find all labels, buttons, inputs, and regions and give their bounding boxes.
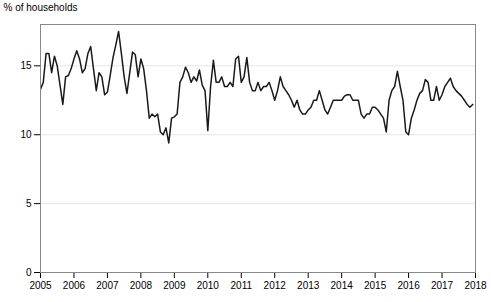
svg-text:2015: 2015: [364, 280, 387, 291]
svg-text:2018: 2018: [464, 280, 487, 291]
svg-text:0: 0: [26, 267, 32, 278]
svg-text:2011: 2011: [231, 280, 253, 291]
svg-text:2013: 2013: [297, 280, 320, 291]
svg-text:2008: 2008: [130, 280, 153, 291]
svg-text:2017: 2017: [431, 280, 454, 291]
svg-text:2010: 2010: [197, 280, 220, 291]
svg-text:% of households: % of households: [4, 2, 78, 13]
svg-text:2005: 2005: [29, 280, 52, 291]
svg-text:15: 15: [20, 60, 32, 71]
svg-text:2009: 2009: [163, 280, 186, 291]
svg-text:2012: 2012: [264, 280, 287, 291]
svg-text:10: 10: [20, 129, 32, 140]
svg-text:2016: 2016: [397, 280, 420, 291]
svg-text:5: 5: [26, 198, 32, 209]
svg-text:2006: 2006: [63, 280, 86, 291]
svg-text:2014: 2014: [331, 280, 354, 291]
svg-text:2007: 2007: [96, 280, 119, 291]
